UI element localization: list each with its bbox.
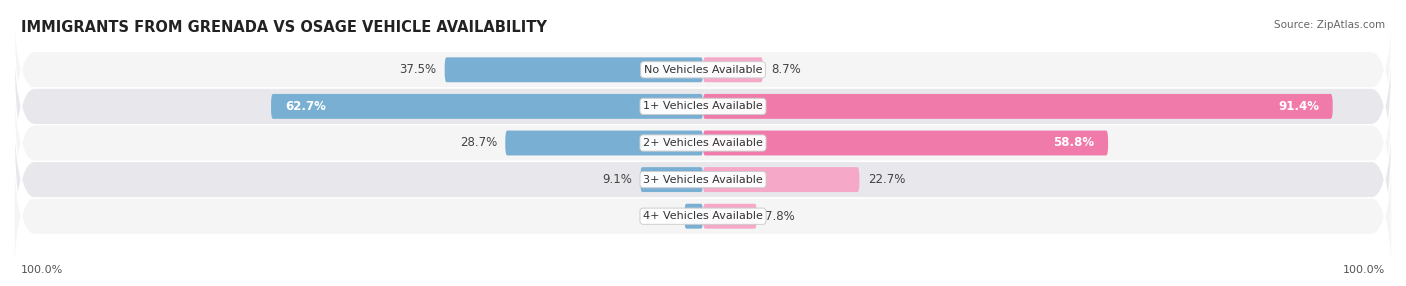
FancyBboxPatch shape	[14, 88, 1392, 271]
FancyBboxPatch shape	[703, 130, 1108, 156]
Text: 4+ Vehicles Available: 4+ Vehicles Available	[643, 211, 763, 221]
Text: 62.7%: 62.7%	[285, 100, 326, 113]
Text: 28.7%: 28.7%	[460, 136, 496, 150]
FancyBboxPatch shape	[444, 57, 703, 82]
Text: 7.8%: 7.8%	[765, 210, 794, 223]
Text: 58.8%: 58.8%	[1053, 136, 1094, 150]
Text: 37.5%: 37.5%	[399, 63, 436, 76]
FancyBboxPatch shape	[14, 51, 1392, 235]
FancyBboxPatch shape	[685, 204, 703, 229]
FancyBboxPatch shape	[505, 130, 703, 156]
Text: 1+ Vehicles Available: 1+ Vehicles Available	[643, 102, 763, 111]
Text: 9.1%: 9.1%	[602, 173, 633, 186]
FancyBboxPatch shape	[14, 125, 1392, 286]
FancyBboxPatch shape	[703, 204, 756, 229]
FancyBboxPatch shape	[703, 167, 859, 192]
FancyBboxPatch shape	[14, 15, 1392, 198]
Text: 91.4%: 91.4%	[1278, 100, 1319, 113]
Text: 8.7%: 8.7%	[772, 63, 801, 76]
FancyBboxPatch shape	[703, 94, 1333, 119]
Text: Source: ZipAtlas.com: Source: ZipAtlas.com	[1274, 20, 1385, 30]
FancyBboxPatch shape	[703, 57, 763, 82]
FancyBboxPatch shape	[640, 167, 703, 192]
Text: 22.7%: 22.7%	[868, 173, 905, 186]
FancyBboxPatch shape	[14, 0, 1392, 161]
Text: No Vehicles Available: No Vehicles Available	[644, 65, 762, 75]
Text: 2.7%: 2.7%	[647, 210, 676, 223]
FancyBboxPatch shape	[271, 94, 703, 119]
Text: 3+ Vehicles Available: 3+ Vehicles Available	[643, 175, 763, 184]
Text: IMMIGRANTS FROM GRENADA VS OSAGE VEHICLE AVAILABILITY: IMMIGRANTS FROM GRENADA VS OSAGE VEHICLE…	[21, 20, 547, 35]
Text: 100.0%: 100.0%	[21, 265, 63, 275]
Text: 2+ Vehicles Available: 2+ Vehicles Available	[643, 138, 763, 148]
Text: 100.0%: 100.0%	[1343, 265, 1385, 275]
